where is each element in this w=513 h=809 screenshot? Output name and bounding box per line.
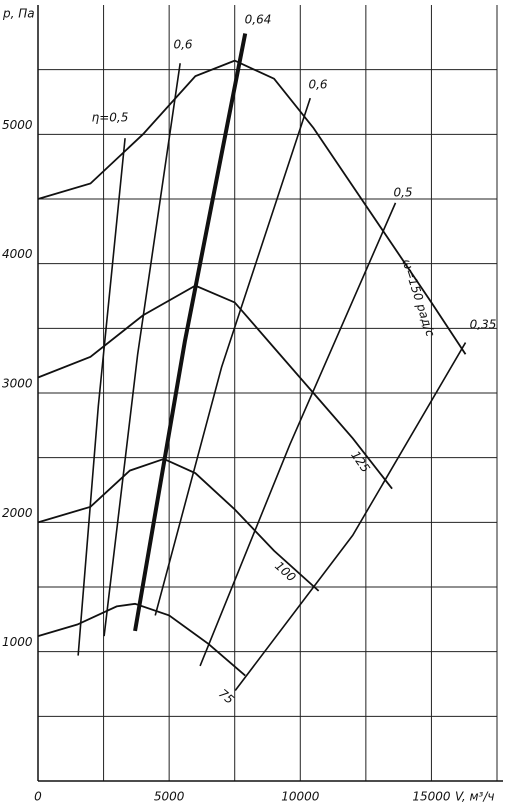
x-axis-label: V, м³/ч	[455, 790, 494, 804]
curve-label: 75	[216, 686, 237, 707]
curve	[37, 59, 467, 355]
y-axis-label: p, Па	[2, 7, 35, 21]
efficiency-label: 0,6	[308, 78, 327, 92]
curve	[37, 602, 246, 677]
curve	[37, 284, 393, 490]
curve	[154, 97, 312, 616]
efficiency-label: 0,64	[245, 13, 272, 27]
y-tick-label: 3000	[2, 377, 33, 391]
curve	[37, 457, 320, 592]
x-tick-label: 5000	[154, 790, 185, 804]
x-tick-label: 0	[34, 790, 42, 804]
curve-label: 125	[348, 448, 373, 475]
x-tick-label: 10000	[281, 790, 320, 804]
y-tick-label: 1000	[2, 635, 33, 649]
curve	[199, 202, 397, 667]
efficiency-label: 0,5	[393, 186, 412, 200]
y-tick-label: 5000	[2, 118, 33, 132]
x-tick-label: 15000	[412, 790, 451, 804]
efficiency-label: 0,35	[470, 318, 497, 332]
y-tick-label: 4000	[2, 247, 33, 261]
curve-label: 100	[272, 559, 299, 585]
curve-label: ω=150 рад/с	[399, 257, 437, 338]
y-tick-label: 2000	[2, 506, 33, 520]
efficiency-label: η=0,5	[92, 111, 129, 125]
efficiency-label: 0,6	[173, 38, 192, 52]
curve	[103, 63, 181, 637]
curve	[234, 342, 467, 691]
curve	[133, 33, 248, 632]
curve	[77, 138, 126, 656]
